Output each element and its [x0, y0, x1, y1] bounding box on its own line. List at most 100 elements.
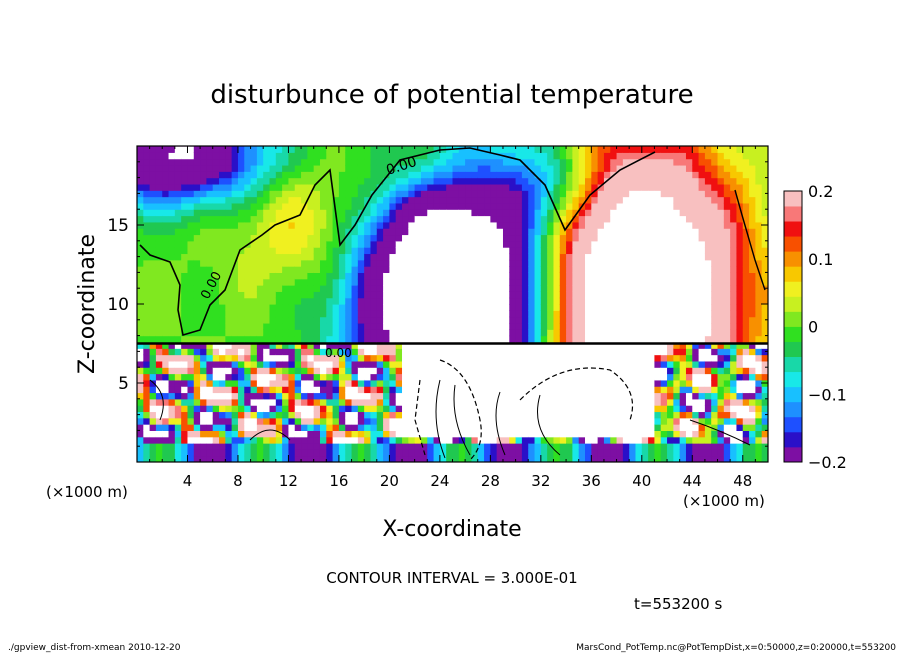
field-cell	[717, 272, 725, 280]
field-cell	[244, 266, 252, 273]
field-cell	[654, 373, 662, 381]
field-cell	[673, 316, 681, 324]
field-cell	[200, 297, 208, 305]
field-cell	[294, 164, 302, 172]
field-cell	[282, 259, 290, 267]
field-cell	[408, 348, 416, 356]
field-cell	[597, 209, 605, 217]
field-cell	[301, 215, 308, 223]
field-cell	[730, 329, 738, 337]
field-cell	[282, 436, 290, 444]
field-cell	[244, 392, 252, 400]
field-cell	[578, 386, 586, 394]
field-cell	[490, 183, 498, 191]
field-cell	[389, 354, 397, 362]
field-cell	[433, 215, 441, 223]
field-cell	[162, 152, 170, 160]
field-cell	[641, 335, 649, 343]
field-cell	[137, 392, 144, 400]
field-cell	[395, 234, 403, 242]
field-cell	[231, 164, 239, 172]
field-cell	[414, 417, 422, 425]
field-cell	[137, 266, 144, 273]
field-cell	[446, 158, 454, 166]
field-cell	[572, 297, 580, 305]
field-cell	[326, 177, 334, 185]
field-cell	[256, 297, 264, 305]
field-cell	[439, 259, 447, 267]
field-cell	[698, 209, 706, 217]
field-cell	[667, 373, 674, 381]
field-cell	[673, 158, 681, 166]
field-cell	[559, 253, 567, 261]
field-cell	[452, 329, 460, 337]
field-cell	[540, 297, 548, 305]
field-cell	[679, 443, 687, 450]
field-cell	[673, 266, 681, 273]
field-cell	[225, 278, 233, 286]
field-cell	[250, 373, 258, 381]
field-cell	[212, 449, 220, 457]
field-cell	[351, 285, 359, 292]
field-cell	[162, 190, 170, 198]
field-cell	[376, 183, 384, 191]
field-cell	[610, 146, 618, 153]
field-cell	[187, 449, 195, 457]
field-cell	[547, 171, 555, 179]
field-cell	[200, 183, 208, 191]
field-cell	[395, 360, 403, 368]
field-cell	[294, 221, 302, 229]
field-cell	[502, 291, 510, 299]
field-cell	[282, 424, 290, 431]
field-cell	[301, 259, 308, 267]
field-cell	[490, 215, 498, 223]
field-cell	[181, 202, 189, 210]
field-cell	[206, 297, 214, 305]
field-cell	[566, 221, 573, 229]
field-cell	[206, 259, 214, 267]
field-cell	[149, 177, 157, 185]
field-cell	[149, 234, 157, 242]
field-cell	[200, 247, 208, 255]
field-cell	[692, 411, 700, 419]
field-cell	[193, 322, 201, 330]
field-cell	[717, 209, 725, 217]
field-cell	[660, 354, 668, 362]
field-cell	[231, 392, 239, 400]
field-cell	[206, 322, 214, 330]
field-cell	[698, 190, 706, 198]
field-cell	[250, 436, 258, 444]
field-cell	[237, 373, 245, 381]
field-cell	[244, 291, 252, 299]
field-cell	[641, 392, 649, 400]
field-cell	[648, 266, 656, 273]
field-cell	[181, 278, 189, 286]
field-cell	[616, 164, 624, 172]
field-cell	[616, 247, 624, 255]
field-cell	[673, 367, 681, 375]
field-cell	[389, 405, 397, 413]
field-cell	[351, 234, 359, 242]
field-cell	[275, 228, 283, 236]
field-cell	[496, 329, 504, 337]
field-cell	[667, 417, 674, 425]
field-cell	[149, 209, 157, 217]
field-cell	[351, 272, 359, 280]
field-cell	[383, 367, 390, 375]
field-cell	[326, 455, 334, 462]
field-cell	[351, 291, 359, 299]
field-cell	[155, 379, 163, 387]
field-cell	[231, 158, 239, 166]
field-cell	[319, 398, 327, 406]
field-cell	[711, 386, 719, 394]
field-cell	[376, 285, 384, 292]
field-cell	[143, 291, 151, 299]
field-cell	[225, 228, 233, 236]
field-cell	[654, 247, 662, 255]
field-cell	[200, 278, 208, 286]
field-cell	[610, 455, 618, 462]
field-cell	[137, 152, 144, 160]
field-cell	[749, 424, 756, 431]
field-cell	[736, 183, 744, 191]
field-cell	[685, 455, 693, 462]
